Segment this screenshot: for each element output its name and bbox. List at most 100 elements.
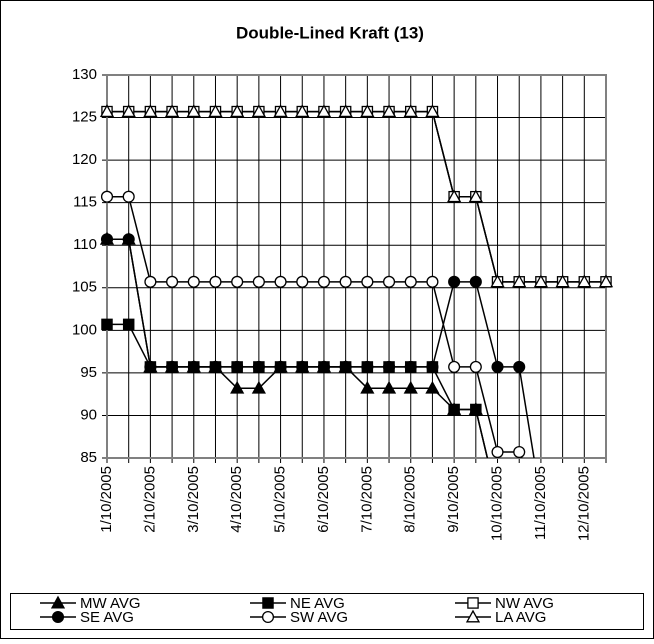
y-tick-label: 85 <box>80 449 97 466</box>
x-tick-label: 11/10/2005 <box>532 466 549 540</box>
marker <box>188 361 200 373</box>
marker <box>383 361 395 373</box>
marker <box>339 361 352 373</box>
marker <box>512 274 527 288</box>
legend <box>10 593 644 630</box>
marker <box>122 233 135 246</box>
marker <box>338 104 353 118</box>
marker <box>490 274 505 288</box>
marker <box>470 403 482 416</box>
marker <box>274 361 287 373</box>
plot-border <box>106 74 607 459</box>
labels: 85 90 95 100 105 110 115 120 125 130 1/10/2005 2/10… <box>72 66 592 541</box>
marker <box>555 274 570 288</box>
marker <box>296 361 309 373</box>
x-tick-label: 5/10/2005 <box>272 466 289 533</box>
marker <box>144 361 157 373</box>
marker <box>425 380 440 394</box>
marker <box>448 275 461 288</box>
marker <box>253 361 265 373</box>
x-tick-label: 6/10/2005 <box>315 466 332 533</box>
marker <box>251 104 266 118</box>
marker <box>230 104 245 118</box>
marker <box>273 104 288 118</box>
legend-label: NE AVG <box>290 595 345 612</box>
marker <box>122 190 135 203</box>
marker <box>296 275 309 288</box>
marker <box>261 610 275 624</box>
x-tick-label: 1/10/2005 <box>98 466 115 533</box>
marker <box>469 360 482 373</box>
marker <box>339 275 352 288</box>
marker <box>209 275 222 288</box>
marker <box>51 610 65 624</box>
x-tick-label: 3/10/2005 <box>185 466 202 533</box>
legend-label: SW AVG <box>290 609 348 626</box>
marker <box>252 275 265 288</box>
marker <box>381 380 397 394</box>
marker <box>468 189 483 203</box>
marker <box>448 403 460 416</box>
marker <box>144 275 157 288</box>
marker <box>317 275 331 288</box>
y-tick-label: 120 <box>72 151 97 168</box>
marker <box>166 275 179 288</box>
marker <box>316 104 332 118</box>
legend-label: SE AVG <box>80 609 134 626</box>
marker <box>426 275 439 288</box>
marker <box>361 361 374 373</box>
marker <box>274 275 287 288</box>
marker <box>361 275 374 288</box>
marker <box>99 104 115 118</box>
marker <box>209 361 222 373</box>
marker <box>382 275 396 288</box>
marker <box>381 104 397 118</box>
marker <box>231 361 243 373</box>
marker <box>50 595 66 609</box>
x-tick-label: 12/10/2005 <box>575 466 592 541</box>
marker <box>404 275 417 288</box>
marker <box>513 360 526 373</box>
marker <box>208 104 223 118</box>
marker <box>100 233 114 246</box>
marker <box>403 104 418 118</box>
marker <box>448 360 461 373</box>
marker <box>491 445 504 459</box>
x-tick-label: 9/10/2005 <box>445 466 462 533</box>
marker <box>187 275 200 288</box>
marker <box>491 360 504 373</box>
y-tick-label: 130 <box>72 66 97 83</box>
y-tick-label: 100 <box>72 321 97 338</box>
marker <box>101 318 113 331</box>
marker <box>186 104 201 118</box>
x-tick-label: 10/10/2005 <box>488 466 505 541</box>
marker <box>469 275 482 288</box>
marker <box>360 104 375 118</box>
y-tick-label: 90 <box>80 406 97 423</box>
marker <box>513 445 526 459</box>
marker <box>403 380 418 394</box>
y-tick-label: 115 <box>73 194 97 211</box>
y-tick-label: 125 <box>72 109 97 126</box>
legend-label: NW AVG <box>495 595 554 612</box>
marker <box>360 380 375 394</box>
y-tick-label: 95 <box>80 364 97 381</box>
markers <box>99 104 614 459</box>
marker <box>166 361 178 373</box>
y-tick-label: 110 <box>73 236 97 253</box>
x-tick-label: 4/10/2005 <box>228 466 245 533</box>
marker <box>230 380 245 394</box>
legend-label: MW AVG <box>80 595 141 612</box>
marker <box>426 361 439 373</box>
x-tick-label: 7/10/2005 <box>358 466 375 533</box>
marker <box>121 104 136 118</box>
marker <box>533 274 549 288</box>
marker <box>598 274 614 288</box>
marker <box>577 274 592 288</box>
x-tick-label: 8/10/2005 <box>402 466 419 533</box>
marker <box>465 609 481 623</box>
grid <box>102 74 607 463</box>
marker <box>100 190 114 203</box>
